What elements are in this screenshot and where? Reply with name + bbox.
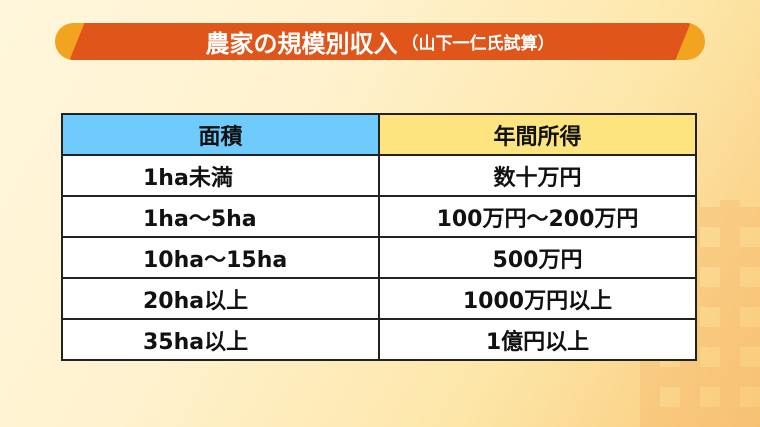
header-income: 年間所得 — [378, 113, 697, 156]
table-row: 20ha以上 1000万円以上 — [61, 277, 697, 320]
table-row: 1ha～5ha 100万円～200万円 — [61, 195, 697, 238]
header-area: 面積 — [61, 113, 380, 156]
table-row: 1ha未満 数十万円 — [61, 154, 697, 197]
table-row: 35ha以上 1億円以上 — [61, 318, 697, 361]
title-main: 農家の規模別収入 — [205, 30, 398, 58]
cell-area: 20ha以上 — [61, 277, 380, 320]
cell-area: 10ha～15ha — [61, 236, 380, 279]
title-banner: 農家の規模別収入 （山下一仁氏試算） — [55, 23, 705, 60]
cell-income: 100万円～200万円 — [378, 195, 697, 238]
cell-area: 35ha以上 — [61, 318, 380, 361]
cell-area: 1ha未満 — [61, 154, 380, 197]
cell-income: 数十万円 — [378, 154, 697, 197]
page-title: 農家の規模別収入 （山下一仁氏試算） — [55, 23, 705, 60]
cell-income: 1000万円以上 — [378, 277, 697, 320]
title-source: （山下一仁氏試算） — [401, 34, 555, 54]
cell-income: 1億円以上 — [378, 318, 697, 361]
table-header-row: 面積 年間所得 — [61, 113, 697, 156]
cell-area: 1ha～5ha — [61, 195, 380, 238]
cell-income: 500万円 — [378, 236, 697, 279]
table-row: 10ha～15ha 500万円 — [61, 236, 697, 279]
income-table: 面積 年間所得 1ha未満 数十万円 1ha～5ha 100万円～200万円 1… — [61, 113, 697, 361]
